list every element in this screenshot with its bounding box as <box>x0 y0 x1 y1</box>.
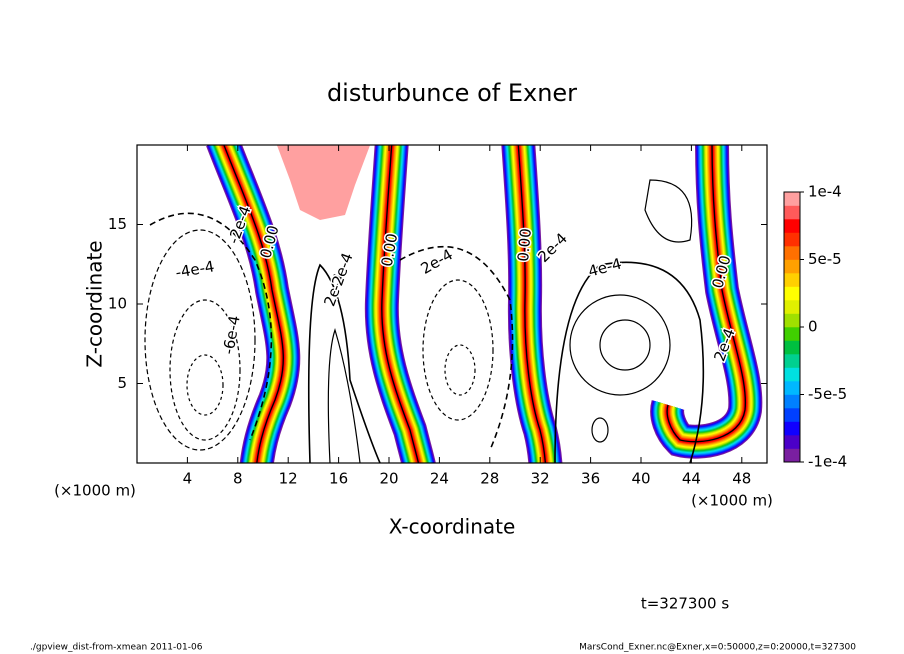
zero-contour <box>666 145 747 443</box>
chart-title: disturbunce of Exner <box>327 79 577 107</box>
colorbar-swatch <box>784 219 800 233</box>
y-axis-label: Z-coordinate <box>83 240 107 367</box>
colorbar-tick-label: 0 <box>808 318 818 336</box>
colorbar-swatch <box>784 313 800 328</box>
x-unit-label: (×1000 m) <box>54 482 136 500</box>
footer-left: ./gpview_dist-from-xmean 2011-01-06 <box>30 643 203 653</box>
field <box>144 145 763 463</box>
colorbar-swatch <box>784 367 800 382</box>
x-tick-label: 32 <box>531 470 550 488</box>
contour-label: 4e-4 <box>586 254 623 280</box>
time-label: t=327300 s <box>641 595 729 613</box>
x-tick-label: 48 <box>732 470 751 488</box>
colorbar-swatch <box>784 435 800 449</box>
x-tick-label: 44 <box>682 470 701 488</box>
colorbar-swatch <box>784 327 800 341</box>
x-tick-label: 36 <box>581 470 600 488</box>
colorbar-swatch <box>784 381 800 395</box>
x-tick-label: 8 <box>233 470 243 488</box>
colorbar-swatch <box>784 232 800 247</box>
colorbar-swatch <box>784 394 800 409</box>
y-tick-label: 15 <box>108 215 127 233</box>
x-tick-label: 16 <box>329 470 348 488</box>
x-tick-label: 4 <box>183 470 193 488</box>
colorbar-swatch <box>784 246 800 260</box>
colorbar-tick-label: 5e-5 <box>808 250 842 268</box>
footer-right: MarsCond_Exner.nc@Exner,x=0:50000,z=0:20… <box>579 643 856 653</box>
x-unit-label: (×1000 m) <box>691 492 773 510</box>
fronts <box>206 145 763 463</box>
x-axis-label: X-coordinate <box>389 515 516 539</box>
zero-contour <box>381 145 420 463</box>
colorbar-swatch <box>784 448 800 463</box>
contour-label: 0.00 <box>514 228 535 263</box>
contour-label: -6e-4 <box>219 314 244 356</box>
contour-label: -4e-4 <box>174 257 216 282</box>
x-tick-label: 12 <box>279 470 298 488</box>
colorbar-tick-label: -5e-5 <box>808 385 847 403</box>
x-tick-label: 28 <box>480 470 499 488</box>
x-tick-label: 24 <box>430 470 449 488</box>
colorbar-swatch <box>784 286 800 301</box>
colorbar-swatch <box>784 340 800 355</box>
colorbar-tick-label: 1e-4 <box>808 183 842 201</box>
colorbar-swatch <box>784 354 800 368</box>
colorbar-swatch <box>784 273 800 287</box>
x-tick-label: 20 <box>379 470 398 488</box>
contour-label: -2e-4 <box>326 250 356 293</box>
y-tick-label: 10 <box>108 295 127 313</box>
y-tick-label: 5 <box>117 374 127 392</box>
contours <box>144 179 705 463</box>
colorbar-tick-label: -1e-4 <box>808 453 847 471</box>
colorbar-swatch <box>784 205 800 220</box>
colorbar-swatch <box>784 192 800 206</box>
colorbar-swatch <box>784 259 800 274</box>
x-tick-label: 40 <box>631 470 650 488</box>
zero-contour <box>223 145 284 463</box>
zero-contour <box>517 145 547 463</box>
colorbar-swatch <box>784 408 800 422</box>
colorbar-swatch <box>784 421 800 436</box>
colorbar-swatch <box>784 300 800 314</box>
high-region <box>276 145 371 220</box>
